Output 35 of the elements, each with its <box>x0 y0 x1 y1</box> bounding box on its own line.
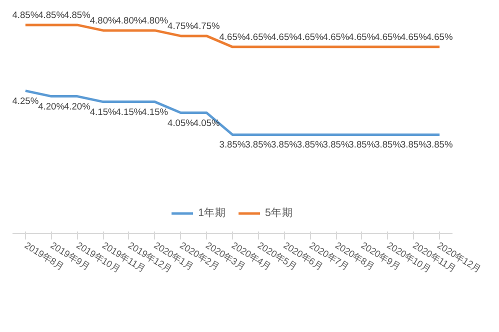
data-label: 4.65% <box>348 32 376 42</box>
data-label: 4.65% <box>374 32 402 42</box>
data-label: 3.85% <box>296 140 324 150</box>
data-label: 3.85% <box>374 140 402 150</box>
data-label: 4.65% <box>296 32 324 42</box>
data-label: 4.05% <box>168 118 194 128</box>
data-label: 4.25% <box>12 96 39 106</box>
data-label: 4.75% <box>168 20 194 31</box>
legend-label: 1年期 <box>198 206 226 220</box>
data-label: 3.85% <box>219 140 246 150</box>
data-label: 3.85% <box>348 140 376 150</box>
data-label: 4.65% <box>426 32 453 42</box>
data-label: 4.15% <box>142 106 168 117</box>
data-label: 3.85% <box>426 140 453 150</box>
data-label: 3.85% <box>271 140 298 150</box>
data-label: 3.85% <box>400 140 427 150</box>
data-label: 4.65% <box>400 32 427 42</box>
data-label: 3.85% <box>245 140 272 150</box>
data-label: 4.85% <box>12 10 39 20</box>
data-label: 4.85% <box>38 10 65 20</box>
data-label: 4.15% <box>116 106 142 117</box>
data-label: 3.85% <box>322 140 350 150</box>
data-label: 4.65% <box>271 32 298 42</box>
data-label: 4.85% <box>64 10 90 20</box>
data-label: 4.80% <box>142 15 168 26</box>
legend-label: 5年期 <box>265 206 293 220</box>
data-label: 4.65% <box>245 32 272 42</box>
data-label: 4.20% <box>38 101 65 112</box>
data-label: 4.75% <box>193 20 220 31</box>
data-label: 4.80% <box>116 15 142 26</box>
data-label: 4.65% <box>219 32 246 42</box>
data-label: 4.20% <box>64 101 90 112</box>
data-label: 4.80% <box>90 15 116 26</box>
data-label: 4.15% <box>90 106 116 117</box>
data-label: 4.65% <box>322 32 350 42</box>
